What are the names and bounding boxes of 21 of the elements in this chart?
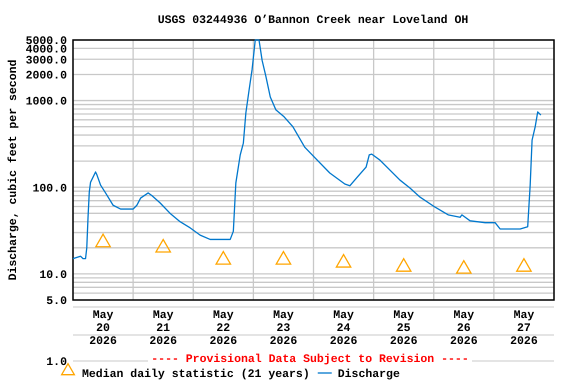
y-tick-label: 100.0 (32, 182, 68, 196)
y-tick-label: 3000.0 (26, 54, 68, 68)
x-tick-label: May 26 2026 (450, 309, 478, 348)
x-tick-label: May 22 2026 (210, 309, 238, 348)
chart-title: USGS 03244936 O’Bannon Creek near Loveland OH (158, 14, 468, 27)
legend-label: Median daily statistic (21 years) (82, 368, 310, 381)
x-tick-label: May 27 2026 (510, 309, 538, 348)
line-series (72, 39, 542, 260)
x-tick-label: May 23 2026 (270, 309, 298, 348)
text: 1.0 (46, 356, 68, 369)
y-tick-label: 10.0 (39, 268, 68, 282)
x-tick-label: May 21 2026 (149, 309, 178, 348)
x-tick-label: May 20 2026 (89, 309, 117, 348)
legend-label: Discharge (338, 368, 400, 381)
y-axis-title: Discharge, cubic feet per second (7, 59, 20, 280)
y-tick-label: 2000.0 (26, 70, 68, 83)
x-tick-label: May 24 2026 (330, 309, 358, 348)
text: ---- Provisional Data Subject to Revision ---- (151, 353, 469, 366)
x-tick-label: May 25 2026 (390, 309, 418, 348)
y-tick-label: 1000.0 (26, 96, 68, 109)
y-tick-label: 5.0 (46, 295, 68, 308)
